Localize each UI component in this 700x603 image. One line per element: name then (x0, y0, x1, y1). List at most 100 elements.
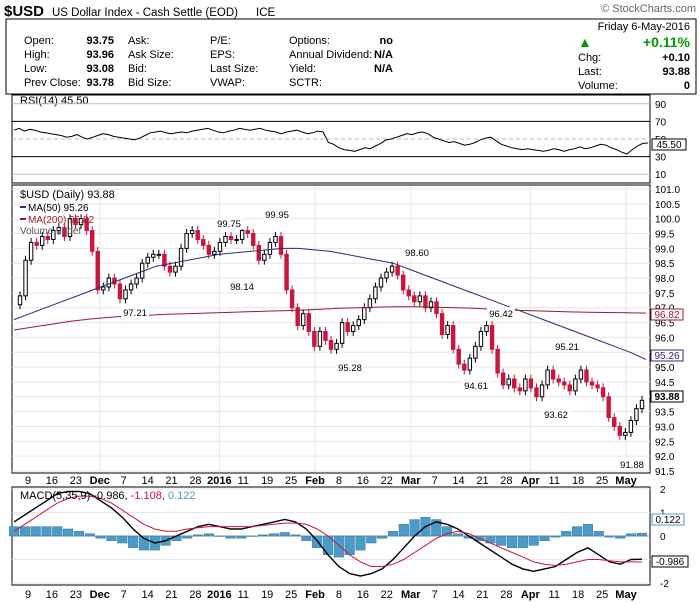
candle-up (417, 295, 423, 303)
price-title: $USD (Daily) 93.88 (20, 189, 115, 201)
date-tick-label: May (615, 589, 637, 601)
side-value: +0.10 (662, 52, 690, 64)
price-annotation: 91.88 (618, 458, 646, 471)
price-tick-label: 101.0 (655, 185, 680, 196)
price-tick-label: 100.0 (655, 215, 680, 226)
candle-up (628, 420, 634, 433)
candle-down (489, 325, 495, 350)
macd-histogram-bar (268, 533, 279, 537)
candle-down (295, 307, 300, 327)
macd-histogram-bar (106, 535, 117, 541)
date-tick-label: 21 (165, 475, 177, 487)
candle-down (462, 363, 467, 371)
macd-histogram-bar (452, 533, 463, 537)
macd-histogram-bar (442, 526, 453, 537)
macd-last-value: -0.986 (656, 557, 685, 568)
rsi-tick-label: 30 (655, 153, 667, 164)
candle-down (251, 233, 256, 246)
price-panel: 99.75 99.95 98.14 97.21 98.60 95.28 96.42 94.61… (11, 184, 684, 478)
date-tick-label: 16 (46, 475, 58, 487)
macd-histogram-bar (63, 528, 74, 537)
quote-value: N/A (374, 49, 393, 61)
candle-down (595, 384, 600, 389)
macd-histogram-bar (571, 526, 583, 537)
macd-histogram-bar (604, 535, 615, 538)
annotation-bg (336, 361, 364, 373)
quote-table: Open: 93.75 Ask: P/E: Options: no High: 93.96 As… (24, 35, 393, 89)
candle-up (539, 384, 545, 398)
macd-title-macd: -0.986, (93, 490, 127, 502)
candle-down (423, 295, 428, 309)
candle-up (378, 277, 384, 288)
candle-up (339, 322, 345, 344)
macd-histogram-bar (290, 534, 301, 537)
rsi-last-value-box (651, 138, 687, 151)
candle-down (517, 387, 523, 392)
macd-title-params: MACD(5,35,9) (20, 490, 90, 502)
quote-header: $USD US Dollar Index - Cash Settle (EOD)… (4, 3, 697, 95)
candle-down (612, 417, 617, 427)
candle-down (62, 227, 67, 237)
candle-down (406, 289, 411, 297)
macd-histogram-bar (550, 535, 561, 538)
macd-histogram-bar (225, 535, 236, 539)
candle-down (412, 295, 417, 303)
candle-down (345, 322, 350, 332)
macd-histogram-bar (528, 535, 539, 546)
date-tick-label: Dec (90, 589, 110, 601)
price-legend: $USD (Daily) 93.88 MA(50) 95.26 MA(200) … (20, 189, 115, 237)
date-tick-label: Apr (521, 589, 541, 601)
annotation-label: 95.21 (555, 342, 579, 353)
macd-hist-last-value: 0.122 (655, 515, 680, 526)
candle-down (589, 381, 595, 386)
candle-up (189, 230, 195, 235)
price-tick-label: 98.5 (655, 259, 675, 270)
candle-down (45, 235, 50, 240)
macd-tick-label: 2 (660, 485, 666, 496)
rsi-tick-label: 10 (655, 170, 667, 181)
macd-hist-last-box (651, 513, 685, 526)
quote-value: no (380, 35, 394, 47)
candle-down (606, 396, 611, 419)
candle-up (578, 369, 584, 380)
annotation-label: 91.88 (620, 460, 644, 471)
macd-tick-label: -2 (660, 579, 669, 590)
macd-histogram-bar (41, 526, 52, 537)
ma50-legend: MA(50) 95.26 (28, 203, 89, 214)
date-tick-label: 16 (357, 475, 369, 487)
date-tick-label: 23 (70, 589, 82, 601)
rsi-gridlines (12, 103, 650, 175)
date-tick-label: 25 (596, 589, 608, 601)
candle-down (328, 339, 334, 350)
date-tick-label: 11 (238, 589, 249, 601)
candle-up (445, 325, 450, 335)
date-tick-label: Apr (521, 475, 541, 487)
macd-histogram-bar (52, 526, 63, 537)
macd-histogram-bar (84, 533, 95, 537)
candle-up (51, 230, 56, 240)
annotation-bg (618, 458, 646, 470)
side-value: 0 (684, 80, 690, 92)
price-tick-label: 99.0 (655, 244, 675, 255)
rsi-tick-label: 70 (655, 117, 667, 128)
date-tick-label: 22 (381, 475, 393, 487)
candle-down (256, 244, 262, 261)
price-annotation: 94.61 (462, 379, 490, 392)
quote-label: Prev Close: (24, 77, 81, 89)
candle-down (245, 230, 250, 235)
date-tick-label: 21 (476, 475, 488, 487)
date-tick-label: 21 (165, 589, 177, 601)
candle-up (56, 227, 62, 232)
candle-up (78, 218, 84, 226)
date-tick-label: 25 (596, 475, 608, 487)
ma200-last-value: 96.82 (654, 310, 679, 321)
macd-tick-label: 0 (660, 532, 666, 543)
quote-label: Ask: (128, 35, 149, 47)
ma50-last-value: 95.26 (654, 351, 679, 362)
candle-down (117, 283, 123, 300)
date-tick-label: 9 (25, 475, 31, 487)
macd-histogram-bar (312, 535, 323, 548)
candle-down (434, 301, 439, 315)
side-label: Volume: (578, 80, 618, 92)
